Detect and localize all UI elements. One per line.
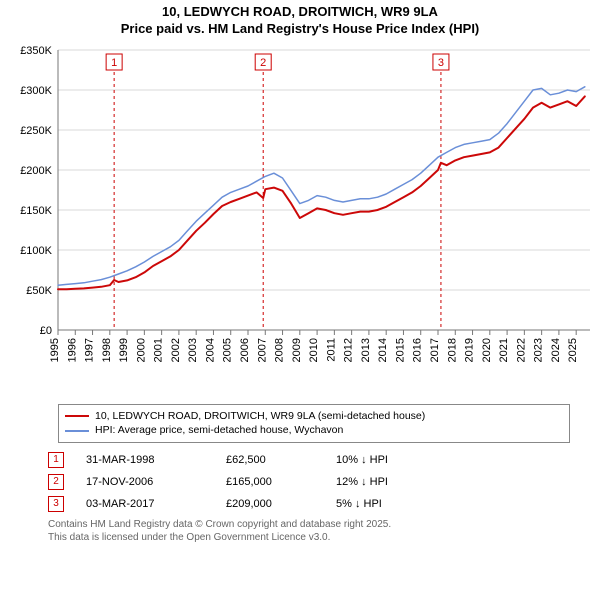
svg-text:2: 2 [260,57,266,69]
legend-item: HPI: Average price, semi-detached house,… [65,423,563,438]
sale-marker: 1 [48,452,64,468]
legend-swatch [65,430,89,432]
title-block: 10, LEDWYCH ROAD, DROITWICH, WR9 9LA Pri… [0,0,600,40]
svg-text:2018: 2018 [446,338,458,362]
sale-delta: 10% ↓ HPI [336,454,446,466]
sale-price: £209,000 [226,498,336,510]
svg-text:2023: 2023 [533,338,545,362]
svg-text:2011: 2011 [325,338,337,362]
svg-text:2016: 2016 [412,338,424,362]
svg-text:2017: 2017 [429,338,441,362]
svg-text:2024: 2024 [550,338,562,362]
svg-text:2014: 2014 [377,338,389,362]
svg-text:1999: 1999 [118,338,130,362]
svg-text:2001: 2001 [153,338,165,362]
svg-text:2020: 2020 [481,338,493,362]
chart-area: £0 £50K £100K £150K £200K £250K £300K £350K 1995… [0,40,600,400]
title-line-1: 10, LEDWYCH ROAD, DROITWICH, WR9 9LA [0,4,600,21]
sales-row: 2 17-NOV-2006£165,00012% ↓ HPI [48,471,570,493]
sale-date: 17-NOV-2006 [86,476,226,488]
svg-text:2019: 2019 [464,338,476,362]
svg-text:2021: 2021 [498,338,510,362]
legend-label: HPI: Average price, semi-detached house,… [95,423,343,438]
sale-date: 31-MAR-1998 [86,454,226,466]
svg-text:£0: £0 [40,325,52,337]
title-line-2: Price paid vs. HM Land Registry's House … [0,21,600,38]
svg-text:£250K: £250K [20,125,52,137]
svg-text:3: 3 [438,57,444,69]
svg-text:1998: 1998 [101,338,113,362]
chart-container: 10, LEDWYCH ROAD, DROITWICH, WR9 9LA Pri… [0,0,600,544]
attribution-line-1: Contains HM Land Registry data © Crown c… [48,519,570,532]
svg-text:1995: 1995 [49,338,61,362]
svg-text:2004: 2004 [204,338,216,362]
svg-text:2002: 2002 [170,338,182,362]
svg-text:1: 1 [111,57,117,69]
sale-delta: 12% ↓ HPI [336,476,446,488]
svg-text:2006: 2006 [239,338,251,362]
sale-date: 03-MAR-2017 [86,498,226,510]
sale-marker: 3 [48,496,64,512]
svg-text:2013: 2013 [360,338,372,362]
sale-price: £165,000 [226,476,336,488]
attribution-line-2: This data is licensed under the Open Gov… [48,532,570,545]
svg-text:2022: 2022 [515,338,527,362]
svg-text:£50K: £50K [26,285,52,297]
svg-text:2015: 2015 [394,338,406,362]
line-chart-svg: £0 £50K £100K £150K £200K £250K £300K £350K 1995… [0,40,600,400]
sale-price: £62,500 [226,454,336,466]
svg-text:2008: 2008 [274,338,286,362]
svg-text:2007: 2007 [256,338,268,362]
svg-text:£300K: £300K [20,85,52,97]
svg-text:2012: 2012 [343,338,355,362]
svg-text:1996: 1996 [66,338,78,362]
svg-text:2025: 2025 [567,338,579,362]
legend: 10, LEDWYCH ROAD, DROITWICH, WR9 9LA (se… [58,404,570,443]
svg-text:2003: 2003 [187,338,199,362]
legend-item: 10, LEDWYCH ROAD, DROITWICH, WR9 9LA (se… [65,409,563,424]
sales-table: 1 31-MAR-1998£62,50010% ↓ HPI 2 17-NOV-2006… [48,449,570,515]
svg-text:1997: 1997 [84,338,96,362]
svg-text:£100K: £100K [20,245,52,257]
svg-text:£150K: £150K [20,205,52,217]
svg-text:£350K: £350K [20,45,52,57]
legend-label: 10, LEDWYCH ROAD, DROITWICH, WR9 9LA (se… [95,409,425,424]
svg-text:2010: 2010 [308,338,320,362]
sale-marker: 2 [48,474,64,490]
svg-text:£200K: £200K [20,165,52,177]
svg-text:2009: 2009 [291,338,303,362]
svg-text:2005: 2005 [222,338,234,362]
sale-delta: 5% ↓ HPI [336,498,446,510]
legend-swatch [65,415,89,417]
svg-text:2000: 2000 [135,338,147,362]
sales-row: 1 31-MAR-1998£62,50010% ↓ HPI [48,449,570,471]
attribution: Contains HM Land Registry data © Crown c… [48,519,570,544]
sales-row: 3 03-MAR-2017£209,0005% ↓ HPI [48,493,570,515]
